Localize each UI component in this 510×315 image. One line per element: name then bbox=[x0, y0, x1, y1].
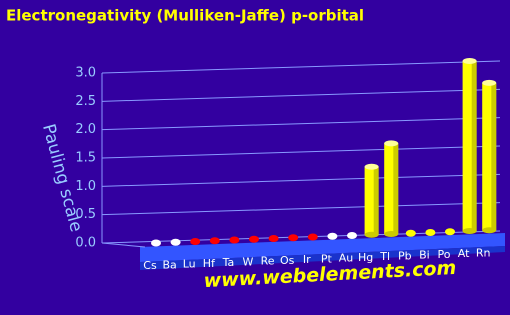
bar-shade bbox=[373, 166, 379, 235]
x-tick-label: Lu bbox=[183, 258, 196, 271]
chart-title: Electronegativity (Mulliken-Jaffe) p-orb… bbox=[6, 7, 364, 25]
floor bbox=[140, 233, 505, 262]
x-tick-label: Cs bbox=[143, 259, 157, 272]
bar bbox=[462, 58, 477, 234]
bar-bottom bbox=[364, 231, 379, 238]
bar bbox=[364, 163, 379, 238]
bar-shade bbox=[471, 61, 477, 231]
x-tick-label: Re bbox=[261, 255, 275, 268]
bar bbox=[384, 140, 399, 237]
bar-bottom bbox=[482, 227, 497, 234]
x-tick-label: W bbox=[243, 255, 254, 268]
no-data-dot bbox=[327, 232, 338, 240]
x-tick-label: Pt bbox=[321, 252, 333, 265]
y-tick-label: 2.0 bbox=[75, 122, 96, 137]
x-tick-label: Ir bbox=[303, 253, 311, 266]
y-tick-label: 0.5 bbox=[75, 207, 96, 222]
grid-line bbox=[101, 60, 501, 74]
x-tick-label: Au bbox=[339, 252, 354, 265]
no-data-dot bbox=[307, 233, 318, 241]
bar-shade bbox=[491, 82, 497, 231]
floor-edge bbox=[140, 246, 505, 270]
grid-line bbox=[101, 88, 501, 102]
y-tick-label: 1.0 bbox=[75, 179, 96, 194]
no-data-dot bbox=[209, 237, 220, 245]
no-data-dot bbox=[229, 236, 240, 244]
bar-bottom bbox=[462, 228, 477, 234]
y-tick-label: 0.0 bbox=[75, 236, 96, 251]
x-tick-label: Ba bbox=[162, 258, 176, 271]
y-tick-label: 3.0 bbox=[75, 66, 96, 81]
bar-top bbox=[364, 163, 379, 170]
bar bbox=[482, 79, 497, 234]
bar-shade bbox=[393, 143, 399, 234]
no-data-dot bbox=[425, 229, 436, 236]
x-tick-label: Ta bbox=[222, 256, 235, 269]
bar-top bbox=[482, 79, 497, 86]
bar-top bbox=[462, 58, 477, 64]
x-tick-label: Os bbox=[280, 254, 295, 267]
y-tick-label: 2.5 bbox=[75, 94, 96, 109]
x-tick-label: Rn bbox=[476, 246, 491, 259]
no-data-dot bbox=[170, 238, 181, 246]
grid-line bbox=[101, 202, 501, 216]
x-tick-label: Pb bbox=[398, 249, 412, 262]
grid-line bbox=[101, 117, 501, 131]
no-data-dot bbox=[268, 235, 279, 242]
x-tick-label: Hf bbox=[203, 257, 216, 270]
no-data-dot bbox=[347, 232, 357, 239]
no-data-dot bbox=[405, 229, 416, 237]
no-data-dot bbox=[288, 234, 299, 242]
grid-line bbox=[101, 173, 501, 187]
no-data-dot bbox=[249, 235, 259, 243]
x-tick-label: Po bbox=[438, 248, 451, 261]
x-tick-label: At bbox=[458, 247, 470, 260]
bar-bottom bbox=[384, 231, 399, 237]
no-data-dot bbox=[151, 239, 161, 247]
bar-top bbox=[384, 140, 399, 147]
y-tick-label: 1.5 bbox=[75, 151, 96, 166]
axis-line bbox=[101, 242, 146, 248]
no-data-dot bbox=[445, 228, 455, 236]
no-data-dot bbox=[190, 238, 201, 245]
x-tick-label: Bi bbox=[419, 249, 430, 262]
x-tick-label: Hg bbox=[358, 251, 373, 264]
x-tick-label: Tl bbox=[379, 250, 390, 263]
grid-line bbox=[101, 145, 501, 159]
